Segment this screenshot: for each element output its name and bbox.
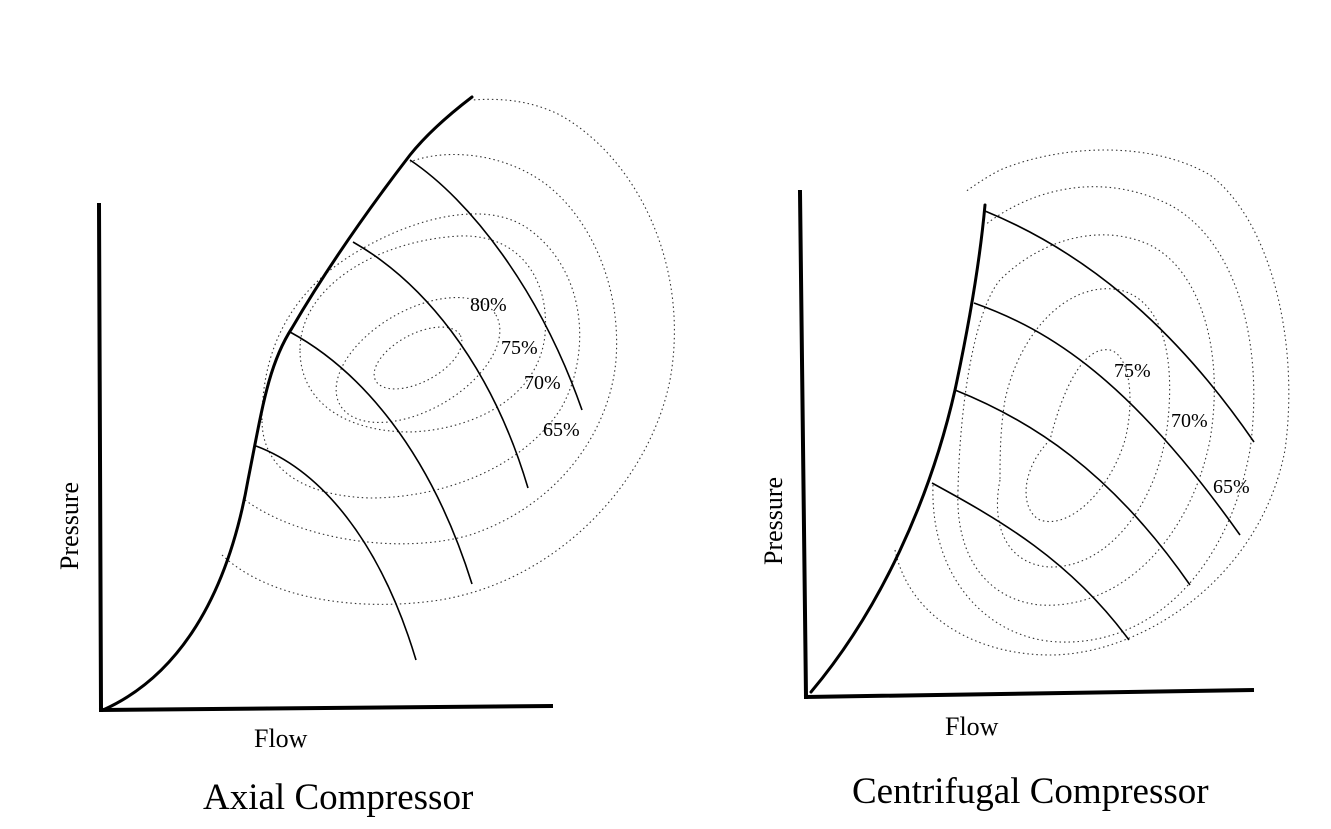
axial-eff-label-65: 65% (543, 419, 580, 441)
axial-x-axis (98, 703, 554, 713)
axial-efficiency-contours (221, 98, 675, 605)
axial-y-axis (96, 202, 104, 713)
centrifugal-x-axis (803, 687, 1255, 700)
axial-eff-label-75: 75% (501, 337, 538, 359)
axial-y-axis-label: Pressure (55, 482, 84, 570)
axial-speed-line-4 (409, 159, 583, 411)
axial-contour-innermost (373, 326, 463, 390)
axial-contour-80 (335, 297, 501, 423)
axial-speed-lines (255, 159, 583, 661)
centrifugal-speed-line-4 (984, 210, 1255, 443)
axial-eff-label-80: 80% (470, 294, 507, 316)
axial-speed-line-2 (289, 331, 473, 585)
axial-contour-outer (221, 98, 675, 605)
centrifugal-contour-65 (932, 186, 1255, 643)
axial-x-axis-label: Flow (254, 724, 308, 753)
centrifugal-eff-label-75: 75% (1114, 360, 1151, 382)
centrifugal-eff-label-70: 70% (1171, 410, 1208, 432)
centrifugal-contour-outer (894, 149, 1290, 656)
axial-eff-label-70: 70% (524, 372, 561, 394)
axial-speed-line-3 (352, 241, 529, 489)
centrifugal-contour-75 (996, 288, 1171, 568)
centrifugal-y-axis (797, 189, 809, 700)
centrifugal-speed-line-1 (931, 482, 1130, 641)
centrifugal-title: Centrifugal Compressor (852, 771, 1209, 812)
axial-contour-75 (299, 235, 547, 433)
centrifugal-speed-lines (931, 210, 1255, 641)
centrifugal-compressor-panel: 75% 70% 65% Pressure Flow Centrifugal Co… (759, 149, 1290, 812)
axial-compressor-panel: 80% 75% 70% 65% Pressure Flow Axial Comp… (55, 95, 675, 818)
axial-title: Axial Compressor (203, 777, 473, 818)
centrifugal-eff-label-65: 65% (1213, 476, 1250, 498)
centrifugal-efficiency-contours (894, 149, 1290, 656)
centrifugal-x-axis-label: Flow (945, 712, 999, 741)
axial-surge-line (101, 95, 474, 712)
centrifugal-speed-line-2 (954, 389, 1191, 586)
axial-speed-line-1 (255, 445, 417, 661)
centrifugal-contour-70 (957, 234, 1215, 606)
centrifugal-speed-line-3 (973, 302, 1241, 536)
axial-contour-70 (261, 213, 581, 499)
centrifugal-surge-line (809, 203, 987, 694)
axial-contour-65 (244, 154, 618, 545)
centrifugal-y-axis-label: Pressure (759, 477, 788, 565)
